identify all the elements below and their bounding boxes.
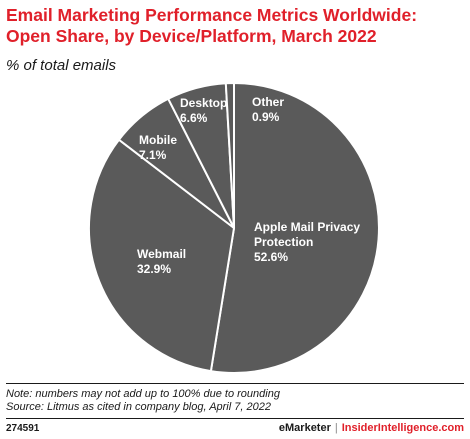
brand-separator: | (334, 422, 338, 434)
brand-emarketer: eMarketer (278, 422, 331, 434)
brand-insider-intelligence: InsiderIntelligence.com (341, 422, 464, 434)
pie-slice-apple-mail-privacy-protection (209, 81, 380, 374)
slice-label-desktop: Desktop 6.6% (180, 96, 227, 125)
pie-slices (88, 81, 380, 374)
chart-subtitle: % of total emails (6, 57, 117, 74)
slice-label-line: Protection (254, 235, 313, 249)
slice-label-line: 0.9% (252, 110, 280, 124)
slice-label-line: Webmail (137, 247, 186, 261)
slice-label-line: Other (252, 95, 284, 109)
chart-title: Email Marketing Performance Metrics Worl… (6, 5, 418, 46)
slice-label-line: Desktop (180, 96, 227, 110)
slice-label-other: Other 0.9% (252, 95, 284, 124)
slice-label-mobile: Mobile 7.1% (139, 133, 177, 162)
chart-id: 274591 (6, 423, 40, 434)
slice-label-line: 6.6% (180, 111, 208, 125)
slice-label-webmail: Webmail 32.9% (137, 247, 186, 276)
slice-label-line: 7.1% (139, 148, 167, 162)
footer-divider (6, 418, 464, 419)
pie-slice-other (224, 81, 235, 229)
slice-label-line: Mobile (139, 133, 177, 147)
slice-label-line: Apple Mail Privacy (254, 220, 360, 234)
pie-slice-webmail (88, 138, 236, 373)
note-text: Note: numbers may not add up to 100% due… (6, 388, 280, 400)
source-text: Source: Litmus as cited in company blog,… (6, 401, 271, 413)
notes-block: Note: numbers may not add up to 100% due… (6, 388, 280, 414)
slice-label-apple-mail-privacy-protection: Apple Mail Privacy Protection 52.6% (254, 220, 360, 264)
slice-label-line: 52.6% (254, 250, 288, 264)
footer-brand: eMarketer | InsiderIntelligence.com (279, 422, 464, 434)
pie-labels: Apple Mail Privacy Protection 52.6% Webmail… (137, 95, 360, 276)
notes-divider (6, 383, 464, 384)
slice-label-line: 32.9% (137, 262, 171, 276)
